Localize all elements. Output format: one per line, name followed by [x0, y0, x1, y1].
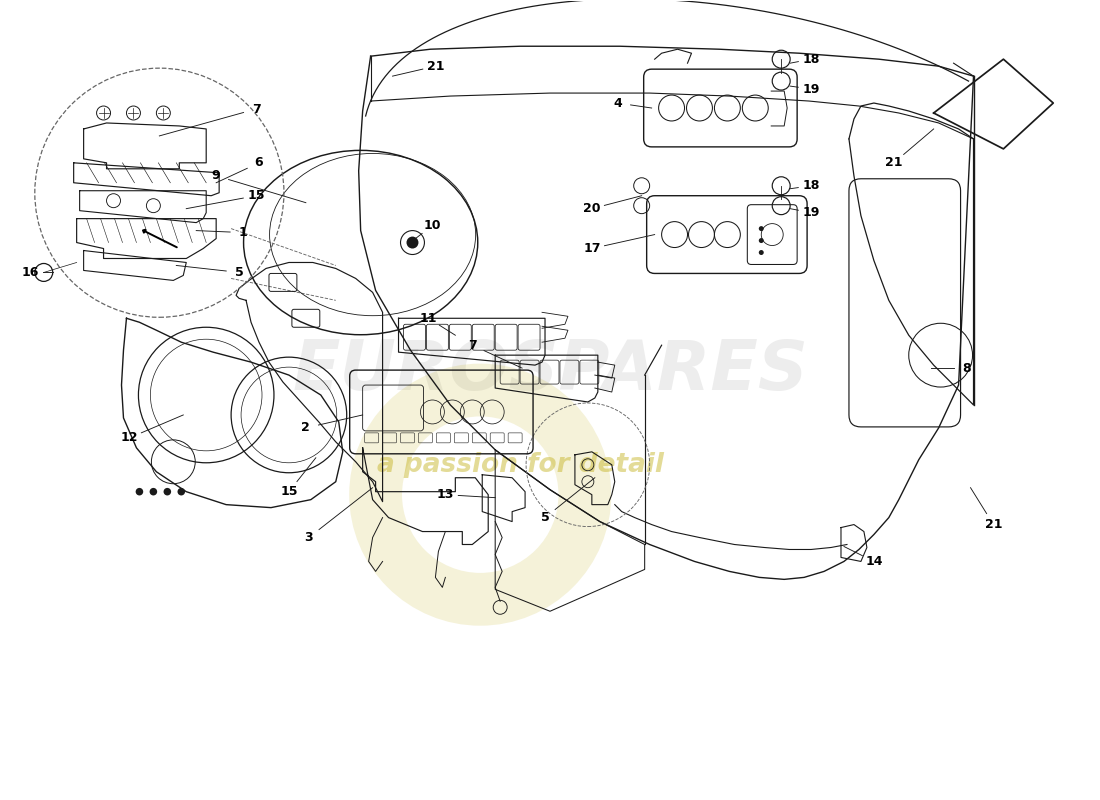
Text: EUROSPARES: EUROSPARES: [293, 337, 807, 404]
Circle shape: [759, 226, 763, 231]
Text: 6: 6: [255, 156, 263, 170]
Text: 2: 2: [301, 422, 310, 434]
Circle shape: [759, 250, 763, 255]
Text: 21: 21: [984, 518, 1002, 531]
Text: a passion for detail: a passion for detail: [376, 452, 663, 478]
Text: 21: 21: [427, 60, 444, 73]
Circle shape: [135, 488, 143, 495]
Text: 8: 8: [962, 362, 971, 374]
Text: 21: 21: [886, 156, 903, 170]
Text: 7: 7: [468, 338, 476, 352]
Text: 13: 13: [437, 488, 454, 501]
Text: 7: 7: [252, 102, 261, 115]
Text: 18: 18: [802, 53, 820, 66]
Text: 11: 11: [420, 312, 437, 325]
Circle shape: [759, 238, 763, 243]
Circle shape: [407, 237, 418, 249]
Text: 20: 20: [583, 202, 601, 215]
Text: 5: 5: [540, 511, 549, 524]
Text: 10: 10: [424, 219, 441, 232]
Circle shape: [164, 488, 172, 495]
Text: 4: 4: [614, 97, 623, 110]
Circle shape: [177, 488, 185, 495]
Text: 12: 12: [121, 431, 139, 444]
Text: 16: 16: [21, 266, 38, 279]
Text: 17: 17: [583, 242, 601, 255]
Circle shape: [150, 488, 157, 495]
Text: 1: 1: [239, 226, 248, 239]
Text: 5: 5: [234, 266, 243, 279]
Text: 19: 19: [802, 82, 820, 95]
Text: 3: 3: [305, 531, 314, 544]
Text: 19: 19: [802, 206, 820, 219]
Text: 15: 15: [280, 485, 298, 498]
Text: 15: 15: [248, 190, 265, 202]
Text: 18: 18: [802, 179, 820, 192]
Text: 14: 14: [865, 555, 882, 568]
Text: 9: 9: [212, 170, 220, 182]
